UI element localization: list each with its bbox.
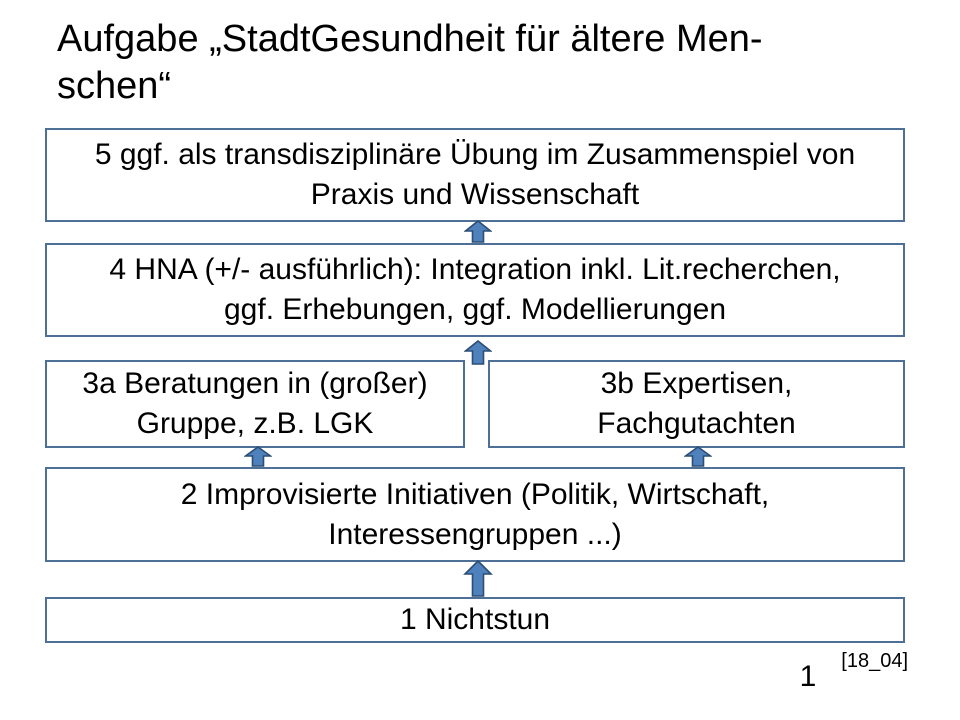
slide-title-line-2: schen“ — [57, 65, 172, 107]
arrow-1-to-2-icon — [463, 560, 493, 597]
box-4-line-2: ggf. Erhebungen, ggf. Modellierungen — [223, 293, 727, 326]
box-5-transdisziplinaere-uebung: 5 ggf. als transdisziplinäre Übung im Zu… — [45, 128, 905, 222]
reference-label: [18_04] — [841, 650, 908, 672]
box-5-line-1: 5 ggf. als transdisziplinäre Übung im Zu… — [94, 138, 856, 171]
box-2-line-1: 2 Improvisierte Initiativen (Politik, Wi… — [180, 477, 770, 511]
box-2-improvisierte-initiativen: 2 Improvisierte Initiativen (Politik, Wi… — [45, 467, 905, 562]
box-3a-beratungen: 3a Beratungen in (großer) Gruppe, z.B. L… — [45, 360, 465, 448]
box-1-nichtstun: 1 Nichtstun — [45, 597, 905, 643]
box-1-line-1: 1 Nichtstun — [399, 603, 551, 636]
box-3a-line-2: Gruppe, z.B. LGK — [136, 407, 374, 440]
arrow-2-to-3b-icon — [684, 446, 712, 467]
arrow-2-to-3a-icon — [244, 446, 272, 467]
slide-title: Aufgabe „StadtGesundheit für ältere Men-… — [57, 16, 922, 110]
arrow-3-to-4-icon — [464, 340, 492, 365]
box-3b-line-2: Fachgutachten — [597, 407, 796, 440]
box-2-line-2: Interessengruppen ...) — [328, 517, 622, 551]
box-3b-expertisen: 3b Expertisen, Fachgutachten — [488, 360, 905, 448]
page-number: 1 — [799, 660, 817, 693]
slide-title-line-1: Aufgabe „StadtGesundheit für ältere Men- — [57, 18, 763, 60]
box-4-hna-integration: 4 HNA (+/- ausführlich): Integration ink… — [45, 243, 905, 337]
box-5-line-2: Praxis und Wissenschaft — [310, 178, 640, 211]
arrow-4-to-5-icon — [464, 220, 492, 243]
box-4-line-1: 4 HNA (+/- ausführlich): Integration ink… — [109, 253, 841, 286]
box-3a-line-1: 3a Beratungen in (großer) — [82, 367, 428, 400]
box-3b-line-1: 3b Expertisen, — [600, 367, 793, 400]
